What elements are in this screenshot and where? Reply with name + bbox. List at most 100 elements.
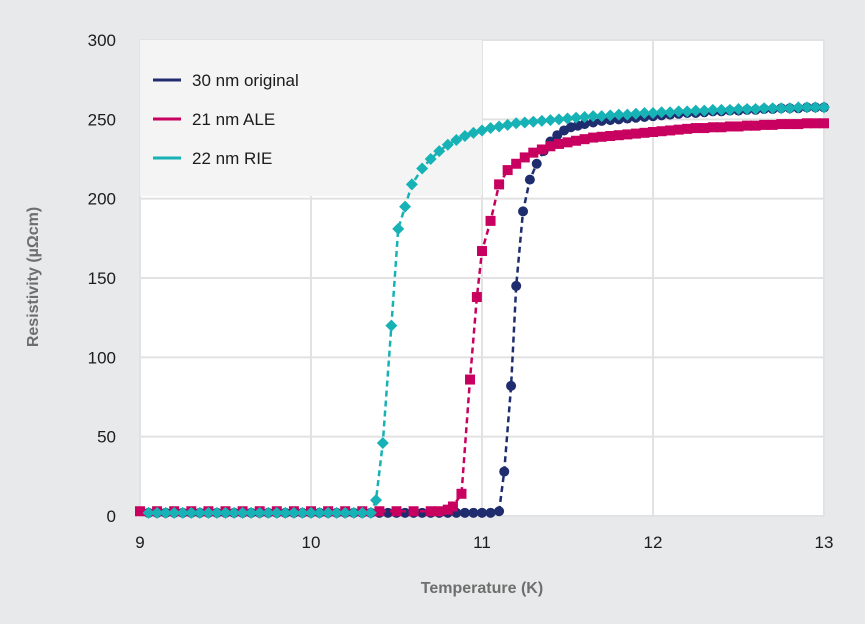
data-point: [493, 120, 506, 133]
data-point: [193, 506, 206, 519]
data-point: [596, 131, 607, 142]
data-point: [385, 319, 398, 332]
data-point: [219, 506, 232, 519]
data-point: [535, 114, 548, 127]
data-point: [477, 246, 487, 257]
data-point: [408, 506, 419, 517]
data-point: [655, 106, 668, 119]
data-point: [588, 132, 599, 143]
data-point: [391, 506, 402, 517]
legend-entry: 21 nm ALE: [192, 110, 275, 129]
data-point: [595, 110, 608, 123]
data-point: [767, 119, 778, 130]
data-point: [442, 504, 453, 515]
data-point: [571, 135, 582, 146]
data-point: [733, 121, 744, 132]
data-point: [809, 101, 822, 114]
data-point: [176, 506, 189, 519]
data-point: [544, 114, 557, 127]
data-point: [775, 102, 788, 115]
data-point: [347, 506, 360, 519]
data-point: [758, 102, 771, 115]
x-tick-label: 11: [473, 533, 491, 552]
data-point: [518, 206, 529, 217]
data-point: [499, 466, 510, 477]
data-point: [715, 103, 728, 116]
data-point: [570, 111, 583, 124]
data-point: [228, 506, 241, 519]
data-point: [151, 506, 164, 519]
data-point: [552, 113, 565, 126]
data-point: [313, 506, 326, 519]
data-point: [374, 506, 385, 517]
data-point: [706, 103, 719, 116]
y-axis-title: Resistivity (µΩcm): [25, 207, 42, 347]
data-point: [783, 102, 796, 115]
data-point: [759, 119, 770, 130]
legend: 30 nm original 21 nm ALE 22 nm RIE: [153, 71, 299, 168]
data-point: [819, 118, 829, 129]
data-point: [434, 506, 445, 517]
data-point: [690, 123, 701, 134]
x-tick-label: 12: [644, 533, 663, 552]
data-point: [245, 506, 258, 519]
data-point: [168, 506, 181, 519]
legend-entry: 30 nm original: [192, 71, 299, 90]
data-point: [579, 119, 590, 130]
data-point: [471, 292, 482, 303]
data-point: [330, 506, 343, 519]
data-point: [656, 126, 667, 137]
data-point: [506, 380, 517, 391]
data-point: [502, 165, 513, 176]
data-point: [800, 101, 813, 114]
data-point: [270, 506, 283, 519]
data-point: [622, 129, 633, 140]
y-tick-label: 0: [107, 507, 116, 526]
data-point: [579, 134, 590, 145]
data-point: [527, 115, 540, 128]
data-point: [142, 506, 155, 519]
data-point: [621, 108, 634, 121]
series-22-nm-rie: [142, 101, 830, 519]
data-point: [465, 374, 476, 385]
data-point: [476, 124, 488, 137]
data-point: [562, 137, 573, 148]
x-axis-title: Temperature (K): [421, 580, 543, 597]
data-point: [664, 106, 677, 119]
data-point: [630, 128, 641, 139]
data-point: [262, 506, 275, 519]
data-point: [639, 127, 650, 138]
data-point: [485, 215, 496, 226]
data-point: [689, 104, 702, 117]
data-point: [494, 506, 505, 517]
y-tick-label: 100: [88, 348, 116, 367]
x-tick-labels: 9 10 11 12 13: [135, 533, 833, 552]
data-point: [776, 119, 787, 130]
data-point: [484, 122, 497, 135]
y-tick-label: 200: [88, 190, 116, 209]
data-point: [210, 506, 223, 519]
data-point: [417, 507, 428, 518]
data-point: [524, 174, 535, 185]
data-point: [519, 152, 530, 163]
data-point: [236, 506, 249, 519]
y-tick-label: 250: [88, 110, 116, 129]
y-tick-labels: 0 50 100 150 200 250 300: [88, 31, 116, 526]
data-point: [511, 158, 522, 169]
data-point: [793, 119, 804, 130]
data-point: [456, 488, 467, 499]
data-point: [369, 494, 382, 507]
data-point: [588, 117, 599, 128]
data-point: [587, 110, 600, 123]
data-point: [741, 103, 754, 116]
data-point: [159, 506, 172, 519]
data-point: [382, 507, 393, 518]
data-point: [553, 138, 564, 149]
data-point: [707, 122, 718, 133]
data-point: [792, 101, 805, 114]
data-point: [441, 138, 454, 151]
data-point: [528, 147, 539, 158]
data-point: [561, 112, 574, 125]
y-tick-label: 50: [97, 428, 116, 447]
data-point: [531, 158, 542, 169]
